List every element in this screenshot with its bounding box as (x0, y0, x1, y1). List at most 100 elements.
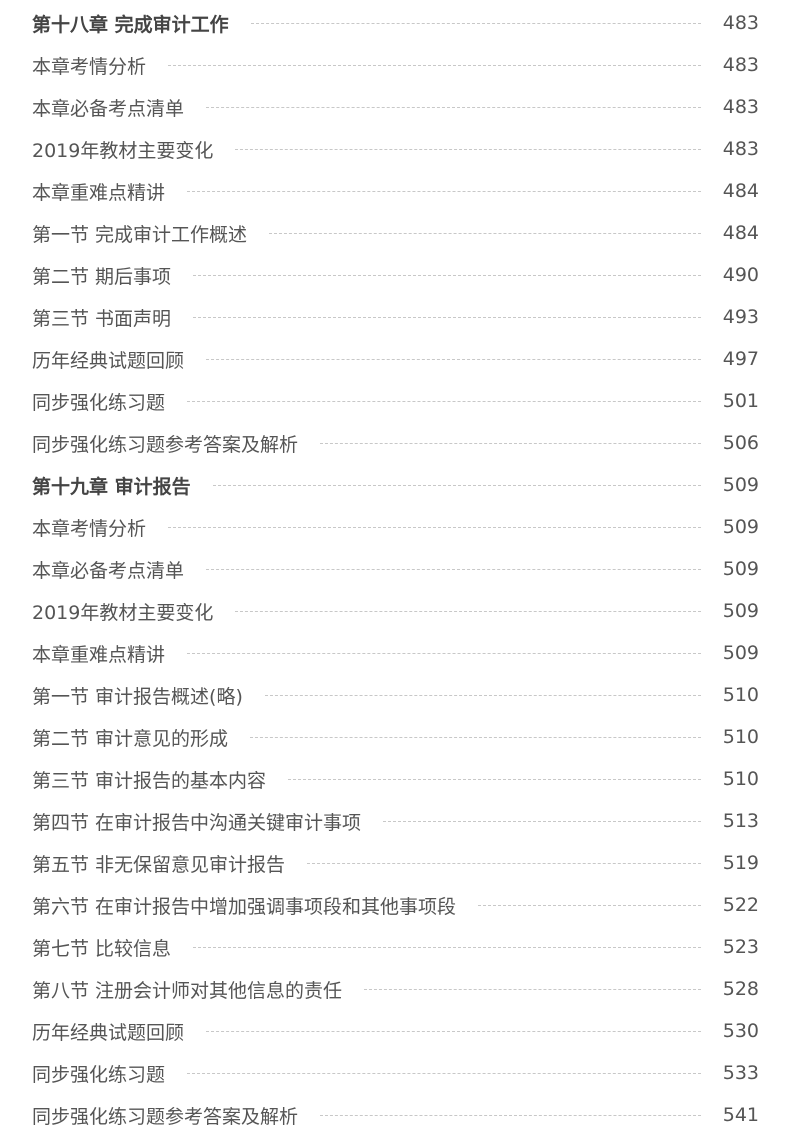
page-number: 484 (722, 180, 759, 202)
entry-title: 第十九章 审计报告 (32, 475, 191, 498)
toc-entry[interactable]: 同步强化练习题参考答案及解析 506 (32, 422, 759, 464)
page-number: 509 (722, 600, 759, 622)
toc-entry[interactable]: 第一节 完成审计工作概述 484 (32, 212, 759, 254)
entry-title: 第一节 完成审计工作概述 (32, 223, 248, 246)
toc-entry[interactable]: 本章重难点精讲 509 (32, 632, 759, 674)
toc-entry[interactable]: 本章必备考点清单 483 (32, 86, 759, 128)
page-number: 528 (722, 978, 759, 1000)
page-number: 483 (722, 96, 759, 118)
entry-title: 第五节 非无保留意见审计报告 (32, 853, 286, 876)
entry-title: 第三节 审计报告的基本内容 (32, 769, 267, 792)
table-of-contents: 第十八章 完成审计工作 483 本章考情分析 483 本章必备考点清单 483 2019年教… (32, 2, 759, 1136)
entry-title: 第二节 审计意见的形成 (32, 727, 229, 750)
entry-title: 本章考情分析 (32, 55, 147, 78)
dotted-leader (264, 694, 701, 696)
entry-title: 本章必备考点清单 (32, 97, 185, 120)
dotted-leader (206, 358, 701, 360)
toc-entry[interactable]: 第五节 非无保留意见审计报告 519 (32, 842, 759, 884)
entry-title: 同步强化练习题 (32, 391, 166, 414)
toc-entry[interactable]: 同步强化练习题 533 (32, 1052, 759, 1094)
page-number: 497 (722, 348, 759, 370)
dotted-leader (193, 274, 701, 276)
page-number: 509 (722, 642, 759, 664)
entry-title: 2019年教材主要变化 (32, 139, 214, 162)
entry-title: 第四节 在审计报告中沟通关键审计事项 (32, 811, 362, 834)
dotted-leader (193, 316, 701, 318)
dotted-leader (187, 400, 701, 402)
entry-title: 历年经典试题回顾 (32, 1021, 185, 1044)
entry-title: 同步强化练习题参考答案及解析 (32, 433, 299, 456)
toc-entry[interactable]: 同步强化练习题参考答案及解析 541 (32, 1094, 759, 1136)
toc-entry[interactable]: 2019年教材主要变化 509 (32, 590, 759, 632)
dotted-leader (250, 22, 701, 24)
page-number: 483 (722, 54, 759, 76)
toc-entry[interactable]: 第四节 在审计报告中沟通关键审计事项 513 (32, 800, 759, 842)
entry-title: 本章必备考点清单 (32, 559, 185, 582)
page-number: 509 (722, 516, 759, 538)
page-number: 493 (722, 306, 759, 328)
entry-title: 第八节 注册会计师对其他信息的责任 (32, 979, 343, 1002)
toc-entry[interactable]: 第七节 比较信息 523 (32, 926, 759, 968)
entry-title: 本章重难点精讲 (32, 181, 166, 204)
toc-entry[interactable]: 2019年教材主要变化 483 (32, 128, 759, 170)
toc-entry[interactable]: 第三节 审计报告的基本内容 510 (32, 758, 759, 800)
dotted-leader (168, 526, 701, 528)
page-number: 510 (722, 684, 759, 706)
dotted-leader (320, 442, 701, 444)
page-number: 509 (722, 558, 759, 580)
page-number: 510 (722, 726, 759, 748)
entry-title: 2019年教材主要变化 (32, 601, 214, 624)
toc-entry[interactable]: 本章重难点精讲 484 (32, 170, 759, 212)
toc-entry[interactable]: 同步强化练习题 501 (32, 380, 759, 422)
toc-entry[interactable]: 第二节 审计意见的形成 510 (32, 716, 759, 758)
entry-title: 第六节 在审计报告中增加强调事项段和其他事项段 (32, 895, 457, 918)
page-number: 522 (722, 894, 759, 916)
page-number: 523 (722, 936, 759, 958)
toc-entry[interactable]: 第二节 期后事项 490 (32, 254, 759, 296)
entry-title: 同步强化练习题参考答案及解析 (32, 1105, 299, 1128)
entry-title: 同步强化练习题 (32, 1063, 166, 1086)
toc-entry[interactable]: 第六节 在审计报告中增加强调事项段和其他事项段 522 (32, 884, 759, 926)
toc-chapter-entry[interactable]: 第十八章 完成审计工作 483 (32, 2, 759, 44)
toc-entry[interactable]: 本章必备考点清单 509 (32, 548, 759, 590)
dotted-leader (269, 232, 701, 234)
dotted-leader (383, 820, 701, 822)
entry-title: 本章重难点精讲 (32, 643, 166, 666)
toc-entry[interactable]: 第一节 审计报告概述(略) 510 (32, 674, 759, 716)
page-number: 510 (722, 768, 759, 790)
toc-entry[interactable]: 第八节 注册会计师对其他信息的责任 528 (32, 968, 759, 1010)
dotted-leader (235, 148, 701, 150)
page-number: 541 (722, 1104, 759, 1126)
entry-title: 历年经典试题回顾 (32, 349, 185, 372)
dotted-leader (288, 778, 701, 780)
dotted-leader (307, 862, 701, 864)
dotted-leader (187, 190, 701, 192)
entry-title: 第二节 期后事项 (32, 265, 172, 288)
entry-title: 第十八章 完成审计工作 (32, 13, 229, 36)
toc-entry[interactable]: 历年经典试题回顾 497 (32, 338, 759, 380)
dotted-leader (364, 988, 701, 990)
toc-entry[interactable]: 历年经典试题回顾 530 (32, 1010, 759, 1052)
page-number: 484 (722, 222, 759, 244)
page-number: 490 (722, 264, 759, 286)
dotted-leader (193, 946, 701, 948)
page-number: 501 (722, 390, 759, 412)
dotted-leader (478, 904, 701, 906)
page-number: 509 (722, 474, 759, 496)
entry-title: 本章考情分析 (32, 517, 147, 540)
page-number: 483 (722, 12, 759, 34)
toc-chapter-entry[interactable]: 第十九章 审计报告 509 (32, 464, 759, 506)
toc-entry[interactable]: 本章考情分析 483 (32, 44, 759, 86)
toc-entry[interactable]: 本章考情分析 509 (32, 506, 759, 548)
dotted-leader (187, 652, 701, 654)
page-number: 506 (722, 432, 759, 454)
dotted-leader (206, 106, 701, 108)
page-number: 533 (722, 1062, 759, 1084)
page-number: 513 (722, 810, 759, 832)
dotted-leader (206, 1030, 701, 1032)
page-number: 519 (722, 852, 759, 874)
entry-title: 第七节 比较信息 (32, 937, 172, 960)
entry-title: 第一节 审计报告概述(略) (32, 685, 243, 708)
dotted-leader (206, 568, 701, 570)
toc-entry[interactable]: 第三节 书面声明 493 (32, 296, 759, 338)
